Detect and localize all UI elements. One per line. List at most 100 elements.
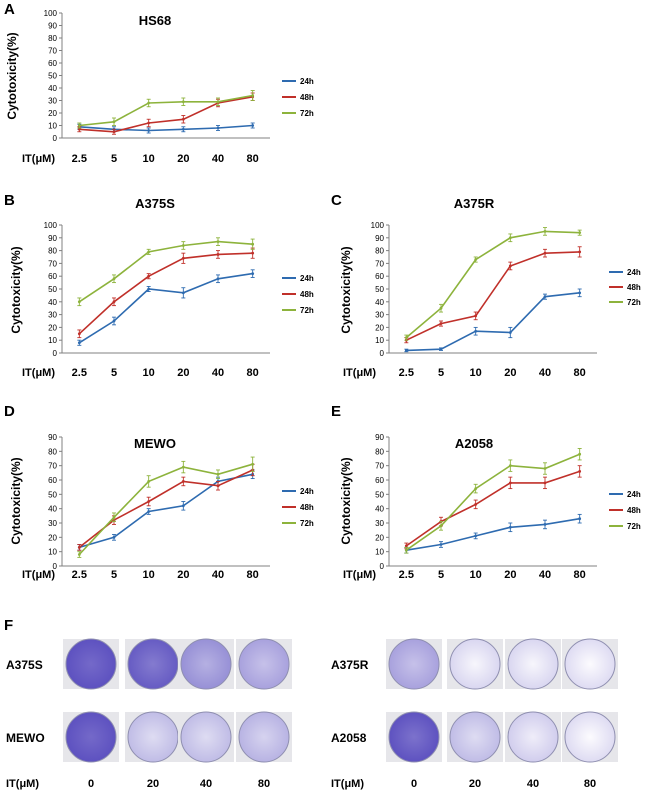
series-72h: 72h [404,448,641,554]
cell-line-label: A2058 [331,731,367,745]
data-point [474,329,478,333]
x-tick-label: 10 [143,153,155,165]
y-tick-label: 90 [48,234,57,243]
legend-label: 48h [300,93,314,102]
y-tick-label: 50 [48,285,57,294]
y-tick-label: 40 [48,84,57,93]
y-axis-label: Cytotoxicity(%) [9,246,23,333]
series-line [79,124,253,132]
legend-label: 48h [627,283,641,292]
legend-label: 24h [300,487,314,496]
x-tick-label: 40 [539,569,551,581]
data-point [181,256,185,260]
stained-dish [449,711,501,763]
data-point [112,120,116,124]
panel-letter: C [331,192,342,209]
x-tick-label: 5 [111,367,117,379]
panel-letter: B [4,192,15,209]
stained-dish [238,711,290,763]
legend-label: 72h [300,109,314,118]
legend-label: 72h [627,522,641,531]
data-point [77,332,81,336]
series-24h: 24h [77,269,314,346]
panel-letter: A [4,1,15,18]
stained-dish [65,711,117,763]
x-tick-label: 80 [574,367,586,379]
f-dose-label: 40 [527,778,539,790]
data-point [216,240,220,244]
data-point [578,452,582,456]
data-point [181,244,185,247]
series-48h: 48h [77,247,314,339]
data-point [474,534,478,538]
data-point [181,465,185,469]
y-tick-label: 10 [375,336,384,345]
data-point [578,231,582,235]
series-72h: 72h [77,237,314,315]
y-tick-label: 60 [48,272,57,281]
y-axis-label: Cytotoxicity(%) [339,457,353,544]
y-tick-label: 60 [375,476,384,485]
y-tick-label: 30 [375,311,384,320]
data-point [474,502,478,506]
data-point [216,472,220,476]
data-point [439,322,443,325]
stained-dish [388,638,440,690]
data-point [112,535,116,539]
stained-dish [127,638,179,690]
data-point [77,341,81,345]
x-tick-label: 2.5 [72,367,87,379]
chart-title: MEWO [134,436,176,451]
data-point [147,129,151,132]
series-line [78,252,253,335]
x-tick-label: 20 [177,569,189,581]
x-axis-label: IT(μM) [22,367,55,379]
y-tick-label: 90 [48,433,57,442]
chart-panel-E: E A2058 0 10 20 30 40 50 60 70 80 90 2.5 5 10 20 40 80 IT(… [331,403,641,581]
y-tick-label: 40 [48,505,57,514]
f-axis-label: IT(μM) [6,778,39,790]
cell-line-label: MEWO [6,731,45,745]
y-tick-label: 20 [375,533,384,542]
x-tick-label: 80 [247,153,259,165]
cell-line-label: A375S [6,658,43,672]
series-24h: 24h [77,77,314,134]
data-point [181,100,185,104]
data-point [181,480,185,483]
data-point [251,272,255,276]
y-tick-label: 20 [48,109,57,118]
legend-label: 24h [627,268,641,277]
y-tick-label: 60 [48,59,57,68]
y-tick-label: 20 [48,533,57,542]
y-tick-label: 10 [48,122,57,131]
y-tick-label: 100 [44,221,58,230]
y-tick-label: 70 [48,47,57,56]
stained-dish [65,638,117,690]
data-point [251,124,255,127]
data-point [112,130,116,134]
data-point [216,100,220,104]
panel-letter: E [331,403,341,420]
legend-label: 24h [627,490,641,499]
legend-label: 48h [627,506,641,515]
y-tick-label: 70 [48,462,57,471]
data-point [543,251,547,255]
x-axis-label: IT(μM) [22,153,55,165]
data-point [77,300,81,304]
chart-title: A375S [135,196,175,211]
y-axis-label: Cytotoxicity(%) [9,457,23,544]
y-tick-label: 40 [375,505,384,514]
y-tick-label: 30 [48,311,57,320]
y-tick-label: 80 [375,247,384,256]
data-point [216,277,220,281]
x-tick-label: 10 [143,367,155,379]
legend-label: 24h [300,77,314,86]
data-point [508,331,512,334]
data-point [508,236,512,240]
series-24h: 24h [404,268,641,353]
y-tick-label: 50 [375,285,384,294]
f-dose-label: 40 [200,778,212,790]
chart-title: A375R [454,196,495,211]
x-axis-label: IT(μM) [343,367,376,379]
y-tick-label: 100 [44,9,58,18]
